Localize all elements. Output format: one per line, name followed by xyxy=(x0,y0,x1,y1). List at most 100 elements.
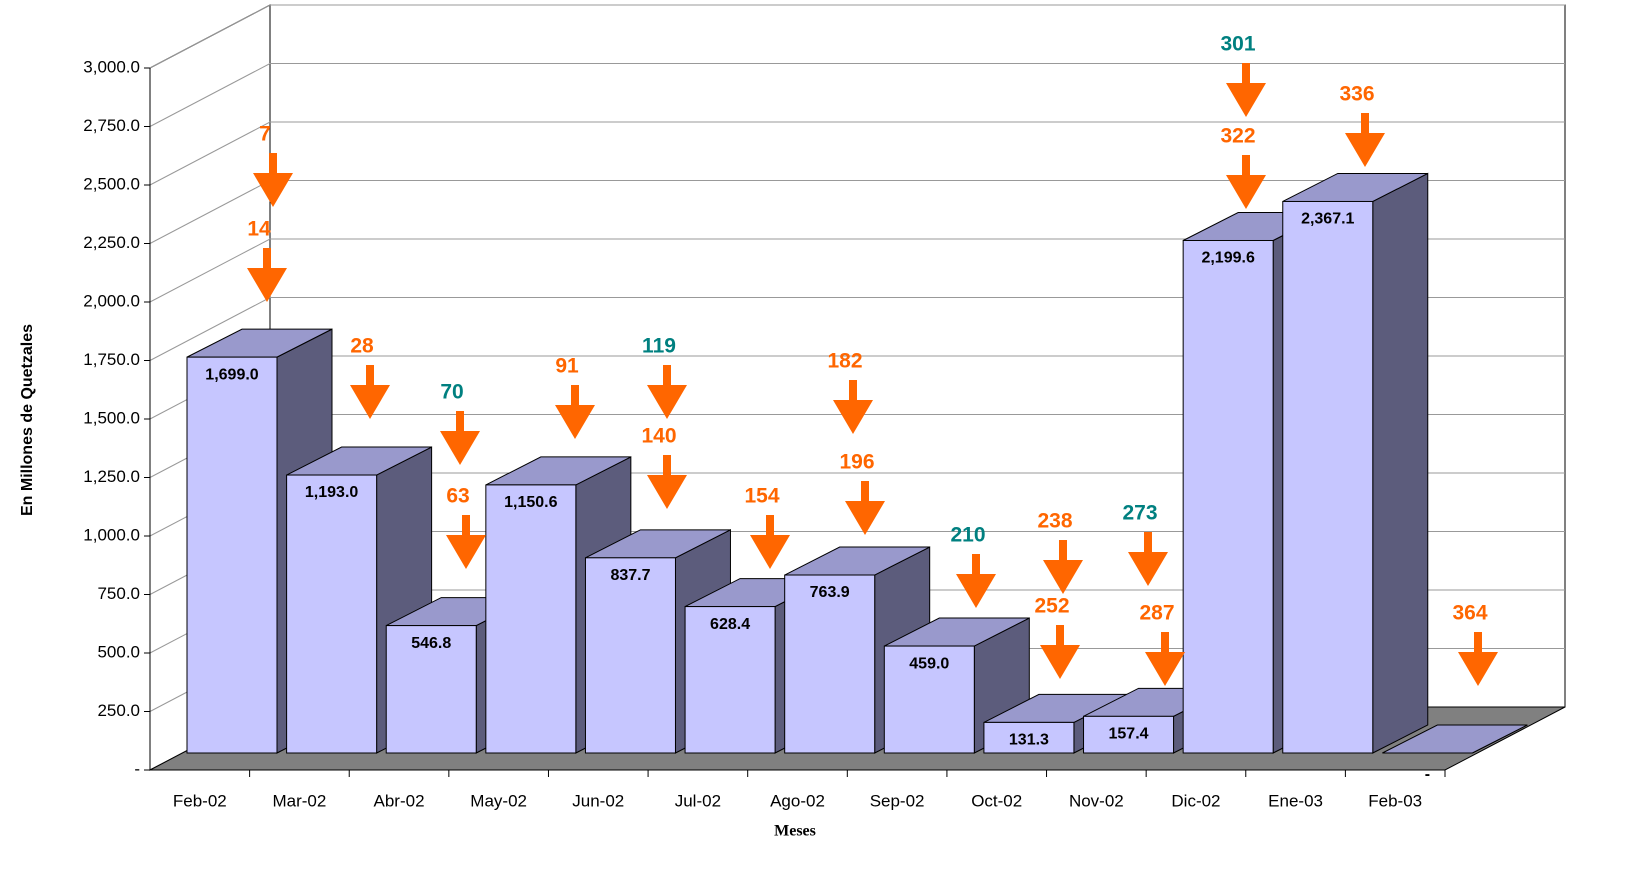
x-tick-label: Abr-02 xyxy=(374,791,425,810)
x-tick-label: Ago-02 xyxy=(770,791,825,810)
annotation-label: 63 xyxy=(446,485,469,508)
annotation-label: 91 xyxy=(555,355,579,378)
annotation-arrow xyxy=(1040,625,1080,679)
y-tick-label: 2,000.0 xyxy=(83,291,140,310)
annotation-arrow xyxy=(845,481,885,535)
y-tick-label: 3,000.0 xyxy=(83,57,140,76)
bar xyxy=(784,574,876,754)
value-label: 1,193.0 xyxy=(305,484,358,501)
grid-line xyxy=(149,238,1565,303)
y-tick-label: 1,000.0 xyxy=(83,525,140,544)
y-axis-label: En Millones de Quetzales xyxy=(19,324,36,516)
x-tick-label: May-02 xyxy=(470,791,527,810)
y-tick-label: 1,500.0 xyxy=(83,408,140,427)
annotation-arrow xyxy=(750,515,790,569)
grid-line xyxy=(149,4,1565,69)
annotation-label: 210 xyxy=(950,524,985,547)
bar-top xyxy=(1382,724,1528,754)
value-label: 1,699.0 xyxy=(205,366,258,383)
annotation-label: 301 xyxy=(1220,33,1255,56)
value-label: 2,367.1 xyxy=(1301,211,1354,228)
value-label: 1,150.6 xyxy=(504,494,557,511)
x-tick-label: Dic-02 xyxy=(1171,791,1220,810)
grid-line xyxy=(149,63,1565,127)
bar xyxy=(983,721,1075,754)
annotation-label: 119 xyxy=(642,335,676,358)
annotation-label: 28 xyxy=(350,335,374,358)
annotation-arrow xyxy=(446,515,486,569)
annotation-label: 364 xyxy=(1452,602,1487,625)
x-tick-label: Mar-02 xyxy=(272,791,326,810)
x-tick-label: Oct-02 xyxy=(971,791,1022,810)
bar xyxy=(1083,715,1175,754)
annotation-arrow xyxy=(247,248,287,302)
y-tick-label: - xyxy=(134,759,140,778)
annotation-arrow xyxy=(647,455,687,509)
bar xyxy=(883,645,975,754)
annotation-arrow xyxy=(1145,632,1185,686)
x-tick-label: Sep-02 xyxy=(870,791,925,810)
value-label: 546.8 xyxy=(411,635,451,652)
value-label: 837.7 xyxy=(610,567,650,584)
value-label: 2,199.6 xyxy=(1201,250,1254,267)
y-tick-label: 2,250.0 xyxy=(83,233,140,252)
annotation-arrow xyxy=(647,365,687,419)
annotation-arrow xyxy=(350,365,390,419)
annotation-label: 336 xyxy=(1339,83,1374,106)
x-tick-label: Feb-03 xyxy=(1368,791,1422,810)
annotation-arrow xyxy=(253,153,293,207)
x-tick-label: Ene-03 xyxy=(1268,791,1323,810)
y-tick-label: 2,500.0 xyxy=(83,174,140,193)
y-tick-label: 750.0 xyxy=(97,584,140,603)
annotation-arrow xyxy=(833,380,873,434)
value-label: - xyxy=(1425,766,1430,783)
bar xyxy=(1182,239,1274,754)
y-tick-label: 1,250.0 xyxy=(83,467,140,486)
y-tick-label: 500.0 xyxy=(97,642,140,661)
annotation-label: 273 xyxy=(1122,502,1157,525)
annotation-label: 287 xyxy=(1139,602,1174,625)
value-label: 157.4 xyxy=(1109,726,1149,743)
annotation-arrow xyxy=(1226,155,1266,209)
y-tick-label: 250.0 xyxy=(97,701,140,720)
annotation-arrow xyxy=(956,554,996,608)
annotation-label: 196 xyxy=(839,451,874,474)
annotation-arrow xyxy=(555,385,595,439)
annotation-arrow xyxy=(1043,540,1083,594)
annotation-label: 7 xyxy=(259,123,271,146)
bar xyxy=(485,484,577,754)
annotation-label: 140 xyxy=(641,425,676,448)
x-tick-label: Jul-02 xyxy=(675,791,721,810)
bar xyxy=(684,606,776,754)
value-label: 763.9 xyxy=(810,584,850,601)
annotation-arrow xyxy=(1345,113,1385,167)
annotation-label: 252 xyxy=(1034,595,1069,618)
annotation-arrow xyxy=(440,411,480,465)
annotation-label: 154 xyxy=(744,485,779,508)
bar xyxy=(584,557,676,754)
x-tick-label: Feb-02 xyxy=(173,791,227,810)
grid-line xyxy=(149,121,1565,186)
bar xyxy=(1282,200,1374,754)
annotation-arrow xyxy=(1128,532,1168,586)
annotation-label: 322 xyxy=(1220,125,1255,148)
bar xyxy=(286,474,378,754)
annotation-label: 238 xyxy=(1037,510,1072,533)
bar xyxy=(186,356,278,754)
annotation-label: 182 xyxy=(827,350,862,373)
annotation-label: 70 xyxy=(440,381,463,404)
value-label: 459.0 xyxy=(909,655,949,672)
value-label: 628.4 xyxy=(710,616,750,633)
annotation-arrow xyxy=(1458,632,1498,686)
x-tick-label: Jun-02 xyxy=(572,791,624,810)
annotation-label: 14 xyxy=(247,218,271,241)
annotation-arrow xyxy=(1226,63,1266,117)
x-axis-label: Meses xyxy=(774,823,816,840)
bar-side xyxy=(1372,172,1429,754)
grid-line xyxy=(149,297,1565,361)
y-tick-label: 1,750.0 xyxy=(83,350,140,369)
value-label: 131.3 xyxy=(1009,732,1049,749)
x-tick-label: Nov-02 xyxy=(1069,791,1124,810)
bar xyxy=(385,625,477,754)
